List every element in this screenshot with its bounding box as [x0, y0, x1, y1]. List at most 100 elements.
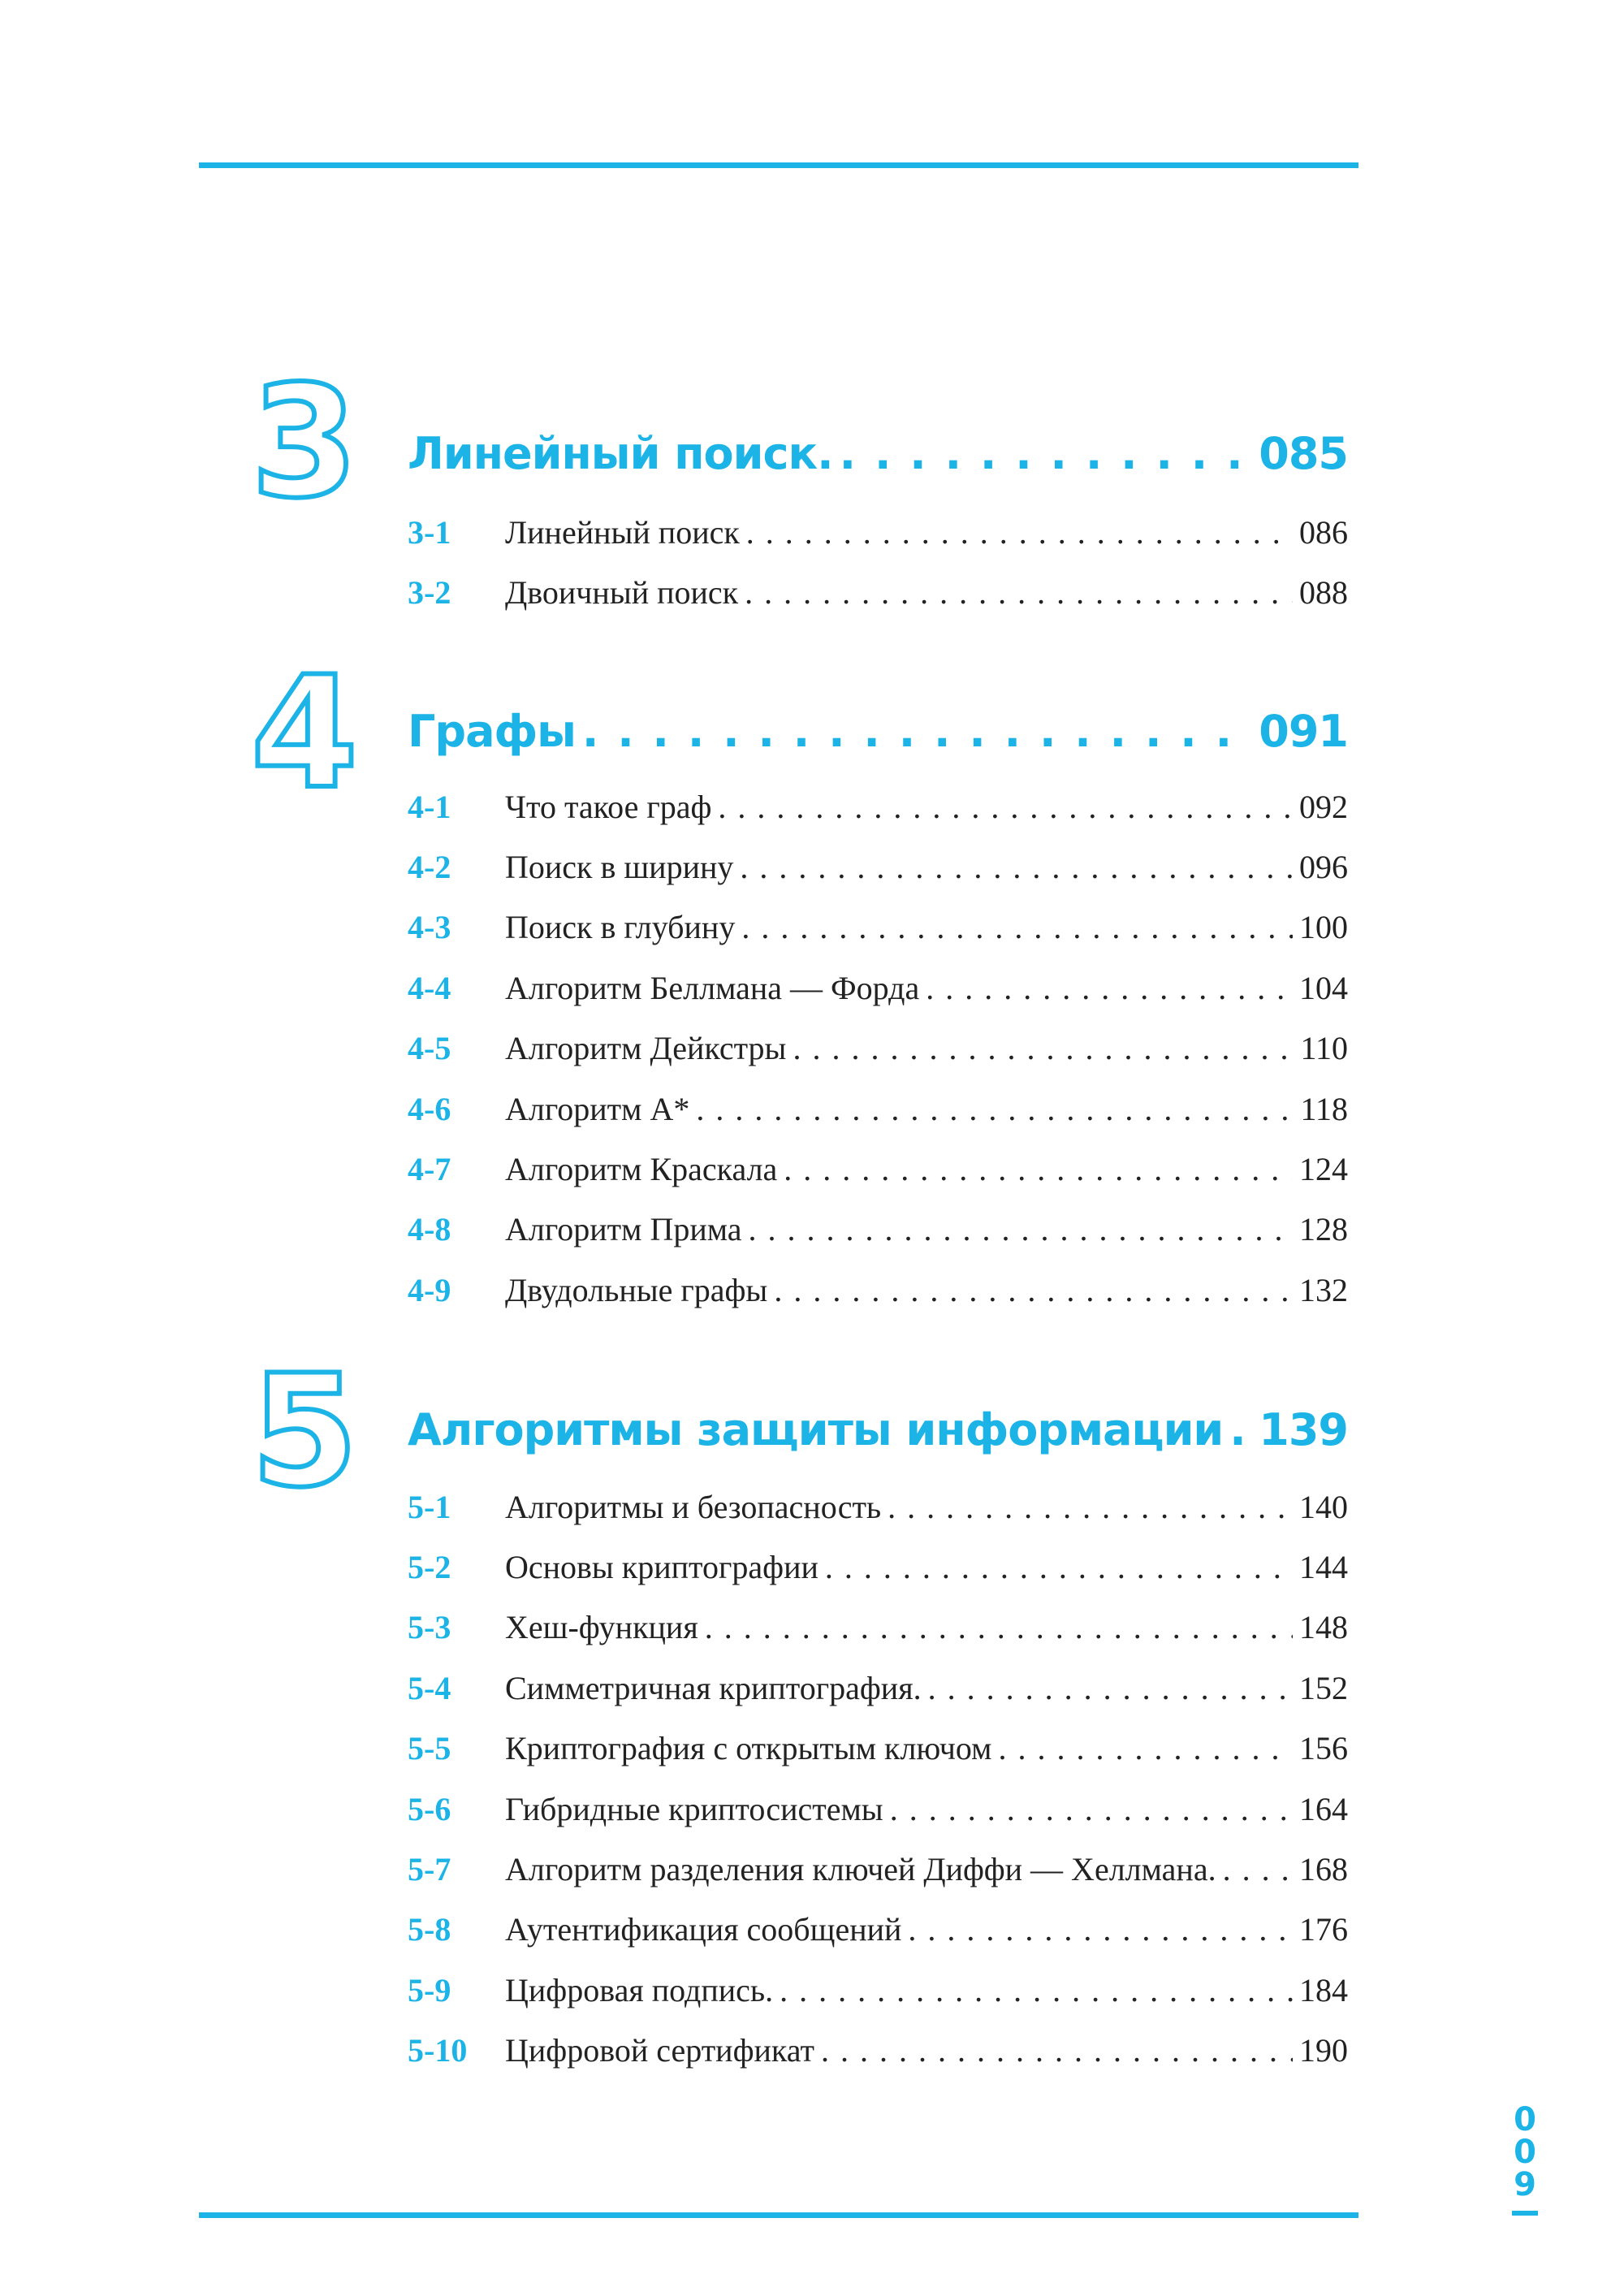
toc-entry[interactable]: 4-5 Алгоритм Дейкстры 110: [408, 1024, 1348, 1073]
entry-code: 5-8: [408, 1911, 451, 1948]
entry-page: 164: [1299, 1790, 1348, 1827]
toc-entry[interactable]: 3-2 Двоичный поиск 088: [408, 568, 1348, 616]
entry-code: 5-9: [408, 1971, 451, 2008]
entry-page: 184: [1299, 1971, 1348, 2008]
toc-entry[interactable]: 5-1 Алгоритмы и безопасность 140: [408, 1482, 1348, 1531]
chapter-page: 085: [1259, 427, 1349, 479]
entry-title: Поиск в ширину: [505, 848, 734, 885]
page-number-digit: 0: [1514, 2134, 1536, 2171]
dot-leader: [784, 1150, 1293, 1188]
entry-title: Алгоритм Дейкстры: [505, 1030, 787, 1067]
entry-title: Двоичный поиск: [505, 573, 739, 611]
entry-title: Гибридные криптосистемы: [505, 1790, 883, 1827]
chapter-title: Линейный поиск.: [408, 427, 834, 479]
entry-page: 092: [1299, 788, 1348, 825]
entry-page: 100: [1299, 909, 1348, 946]
entry-title: Двудольные графы: [505, 1271, 768, 1308]
dot-leader: [745, 573, 1293, 612]
toc-entry[interactable]: 5-8 Аутентификация сообщений 176: [408, 1905, 1348, 1954]
entry-page: 140: [1299, 1488, 1348, 1525]
dot-leader: [780, 1971, 1293, 2009]
toc-entry[interactable]: 4-7 Алгоритм Краскала 124: [408, 1144, 1348, 1193]
dot-leader: [740, 848, 1293, 886]
chapter-number: 5: [248, 1342, 361, 1521]
dot-leader: [774, 1271, 1293, 1309]
entry-code: 5-6: [408, 1790, 451, 1827]
toc-entry[interactable]: 5-10 Цифровой сертификат 190: [408, 2026, 1348, 2075]
entry-page: 152: [1299, 1669, 1348, 1706]
dot-leader: [746, 513, 1293, 551]
entry-title: Алгоритм A*: [505, 1090, 690, 1127]
entry-code: 5-10: [408, 2032, 468, 2069]
toc-entry[interactable]: 4-1 Что такое граф 092: [408, 782, 1348, 831]
toc-entry[interactable]: 4-6 Алгоритм A* 118: [408, 1084, 1348, 1133]
dot-leader: [825, 1548, 1293, 1586]
chapter-heading[interactable]: Алгоритмы защиты информации 139: [408, 1403, 1349, 1455]
entry-title: Алгоритм Прима: [505, 1211, 742, 1248]
chapter-page: 091: [1259, 705, 1349, 757]
dot-leader: [998, 1729, 1293, 1767]
entry-code: 4-5: [408, 1030, 451, 1067]
page-number-digit: 0: [1514, 2101, 1536, 2138]
entry-code: 4-9: [408, 1271, 451, 1308]
entry-page: 156: [1299, 1730, 1348, 1767]
toc-entry[interactable]: 5-9 Цифровая подпись. 184: [408, 1965, 1348, 2014]
toc-entry[interactable]: 5-4 Симметричная криптография. 152: [408, 1663, 1348, 1712]
entry-code: 4-1: [408, 788, 451, 825]
chapter-title: Алгоритмы защиты информации: [408, 1403, 1224, 1455]
entry-page: 168: [1299, 1850, 1348, 1887]
entry-code: 5-5: [408, 1730, 451, 1767]
entry-page: 104: [1299, 969, 1348, 1006]
dot-leader: [888, 1488, 1293, 1526]
entry-title: Цифровая подпись.: [505, 1971, 774, 2008]
entry-page: 190: [1299, 2032, 1348, 2069]
toc-entry[interactable]: 4-2 Поиск в ширину 096: [408, 842, 1348, 891]
entry-page: 128: [1299, 1211, 1348, 1248]
entry-code: 5-7: [408, 1850, 451, 1887]
dot-leader: [1229, 1404, 1252, 1455]
entry-page: 144: [1299, 1548, 1348, 1585]
dot-leader: [793, 1029, 1294, 1067]
entry-title: Алгоритм Беллмана — Форда: [505, 969, 920, 1006]
entry-title: Алгоритмы и безопасность: [505, 1488, 882, 1525]
chapter-page: 139: [1259, 1403, 1349, 1455]
chapter-heading[interactable]: Графы 091: [408, 705, 1349, 757]
entry-page: 148: [1299, 1609, 1348, 1646]
entry-code: 5-2: [408, 1548, 451, 1585]
toc-entry[interactable]: 5-2 Основы криптографии 144: [408, 1542, 1348, 1591]
bottom-rule: [199, 2212, 1358, 2218]
chapter-heading[interactable]: Линейный поиск. 085: [408, 427, 1349, 479]
toc-entry[interactable]: 5-7 Алгоритм разделения ключей Диффи — Хе…: [408, 1844, 1348, 1893]
entry-code: 4-2: [408, 848, 451, 885]
entry-code: 4-3: [408, 909, 451, 946]
chapter-number: 4: [248, 643, 361, 823]
toc-entry[interactable]: 4-8 Алгоритм Прима 128: [408, 1205, 1348, 1254]
page-number: 0 0 9: [1509, 2104, 1541, 2201]
toc-entry[interactable]: 4-4 Алгоритм Беллмана — Форда 104: [408, 963, 1348, 1012]
toc-entry[interactable]: 5-3 Хеш-функция 148: [408, 1603, 1348, 1652]
entry-code: 3-2: [408, 573, 451, 611]
toc-entry[interactable]: 5-6 Гибридные криптосистемы 164: [408, 1784, 1348, 1833]
entry-title: Что такое граф: [505, 788, 712, 825]
entry-code: 4-8: [408, 1211, 451, 1248]
entry-title: Аутентификация сообщений: [505, 1911, 902, 1948]
dot-leader: [749, 1210, 1293, 1248]
toc-entry[interactable]: 4-3 Поиск в глубину 100: [408, 903, 1348, 952]
entry-title: Криптография с открытым ключом: [505, 1730, 992, 1767]
dot-leader: [890, 1790, 1293, 1828]
entry-title: Хеш-функция: [505, 1609, 698, 1646]
toc-entry[interactable]: 3-1 Линейный поиск 086: [408, 508, 1348, 556]
dot-leader: [840, 428, 1253, 479]
entry-title: Основы криптографии: [505, 1548, 818, 1585]
entry-page: 088: [1299, 573, 1348, 611]
dot-leader: [908, 1910, 1293, 1948]
entry-page: 132: [1299, 1271, 1348, 1308]
entry-code: 3-1: [408, 513, 451, 551]
dot-leader: [1223, 1850, 1293, 1888]
chapter-title: Графы: [408, 705, 577, 757]
toc-entry[interactable]: 5-5 Криптография с открытым ключом 156: [408, 1724, 1348, 1773]
entry-title: Цифровой сертификат: [505, 2032, 814, 2069]
toc-entry[interactable]: 4-9 Двудольные графы 132: [408, 1265, 1348, 1314]
entry-title: Симметричная криптография.: [505, 1669, 922, 1706]
entry-code: 5-4: [408, 1669, 451, 1706]
